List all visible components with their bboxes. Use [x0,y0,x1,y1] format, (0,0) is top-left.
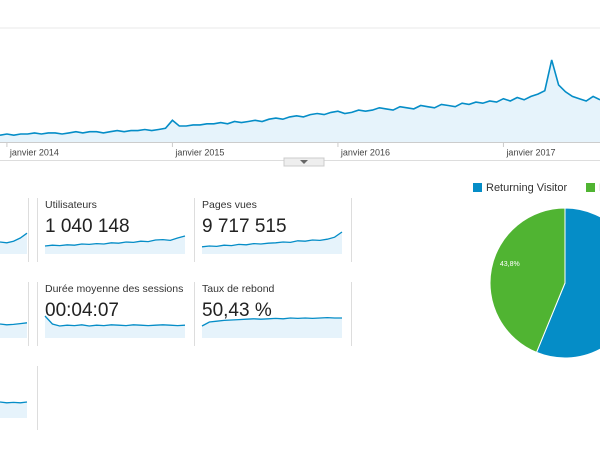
x-tick-label: janvier 2016 [340,147,390,157]
pie-slice [535,207,600,359]
metric-label: Utilisateurs [45,199,97,211]
sparkline [201,231,343,248]
x-tick-label: janvier 2015 [174,147,224,157]
metric-value: 50,43 % [202,300,272,321]
metric-label: Pages vues [202,199,257,211]
spark-area [0,402,27,418]
metric-label: Taux de rebond [202,283,275,295]
line [0,59,600,137]
spark-area [45,236,185,254]
sparkline [201,316,342,327]
sparkline [44,235,186,247]
metric-label: Durée moyenne des sessions [45,283,183,295]
legend-label: Returning Visitor [486,182,567,194]
metric-value: 1 040 148 [45,216,130,237]
metric-value: 9 717 515 [202,216,287,237]
pie-label: 43,8% [500,261,520,268]
pie-slice [489,207,566,354]
spark-area [45,316,185,338]
spark-area [202,317,342,338]
metric-value: 00:04:07 [45,300,119,321]
collapse-arrow [300,160,308,164]
card-borders [28,198,352,430]
x-tick-label: janvier 2017 [505,147,555,157]
sparkline [0,232,28,244]
spark-area [0,322,27,338]
sparkline [0,401,28,404]
sparkline [0,322,28,326]
legend-swatch [473,183,482,192]
x-tick-label: janvier 2014 [9,147,59,157]
sparkline [44,315,186,327]
legend-swatch [586,183,595,192]
area [0,59,600,142]
